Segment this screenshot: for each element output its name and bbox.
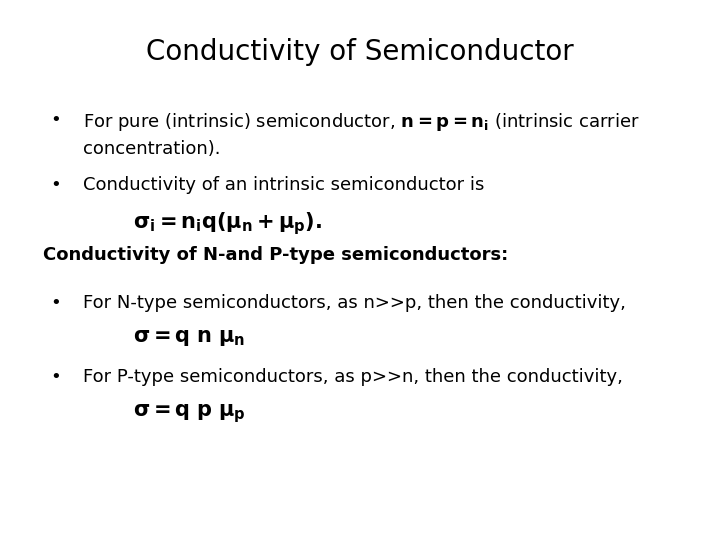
Text: concentration).: concentration). — [83, 140, 220, 158]
Text: For P-type semiconductors, as p>>n, then the conductivity,: For P-type semiconductors, as p>>n, then… — [83, 368, 623, 386]
Text: $\mathbf{\sigma_i = n_i q(\mu_n + \mu_p).}$: $\mathbf{\sigma_i = n_i q(\mu_n + \mu_p)… — [133, 211, 322, 238]
Text: Conductivity of Semiconductor: Conductivity of Semiconductor — [146, 38, 574, 66]
Text: For N-type semiconductors, as n>>p, then the conductivity,: For N-type semiconductors, as n>>p, then… — [83, 294, 626, 312]
Text: Conductivity of N-and P-type semiconductors:: Conductivity of N-and P-type semiconduct… — [43, 246, 508, 264]
Text: $\mathbf{\sigma = q\ n\ \mu_n}$: $\mathbf{\sigma = q\ n\ \mu_n}$ — [133, 328, 246, 348]
Text: •: • — [50, 368, 61, 386]
Text: •: • — [50, 294, 61, 312]
Text: •: • — [50, 111, 61, 129]
Text: •: • — [50, 176, 61, 193]
Text: Conductivity of an intrinsic semiconductor is: Conductivity of an intrinsic semiconduct… — [83, 176, 484, 193]
Text: $\mathbf{\sigma = q\ p\ \mu_p}$: $\mathbf{\sigma = q\ p\ \mu_p}$ — [133, 402, 246, 424]
Text: For pure (intrinsic) semiconductor, $\mathbf{n = p = n_i}$ (intrinsic carrier: For pure (intrinsic) semiconductor, $\ma… — [83, 111, 639, 133]
